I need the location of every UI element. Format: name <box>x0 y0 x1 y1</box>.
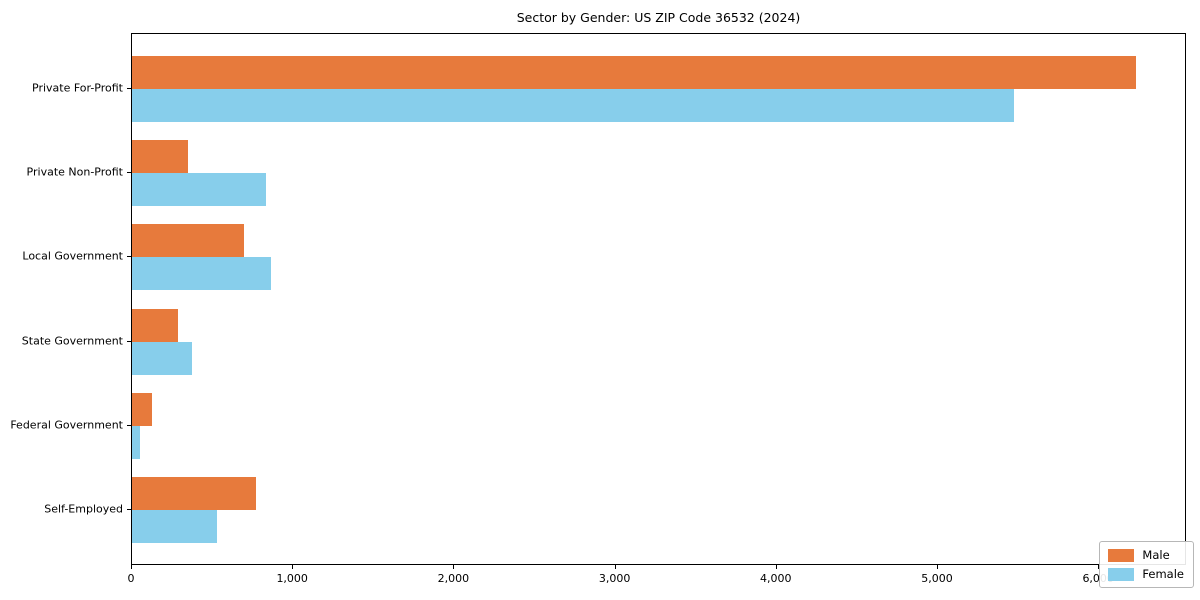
legend-label-female: Female <box>1142 567 1184 581</box>
y-tick-mark <box>127 88 131 89</box>
x-axis-label-2000: 2,000 <box>437 572 470 585</box>
bar-male-private-for-profit <box>132 56 1137 89</box>
y-axis-label-private-for-profit: Private For-Profit <box>32 81 123 95</box>
bar-male-self-employed <box>132 477 257 510</box>
bar-female-private-non-profit <box>132 173 266 207</box>
x-axis-label-1000: 1,000 <box>276 572 308 585</box>
y-tick-mark <box>127 172 131 174</box>
bar-male-state-government <box>132 308 178 342</box>
y-tick-mark <box>127 340 131 342</box>
x-axis-label-5000: 5,000 <box>921 572 953 585</box>
x-tick-mark <box>775 565 777 569</box>
x-axis-label-0: 0 <box>127 572 135 585</box>
legend-label-male: Male <box>1142 548 1170 562</box>
x-tick-mark <box>292 565 294 569</box>
x-tick-mark <box>453 565 455 569</box>
bar-male-federal-government <box>132 392 153 426</box>
x-tick-mark <box>1098 565 1100 569</box>
legend-swatch-female <box>1108 567 1135 581</box>
bar-female-self-employed <box>132 510 218 543</box>
chart-title: Sector by Gender: US ZIP Code 36532 (202… <box>516 10 801 25</box>
y-axis-label-state-government: State Government <box>21 334 123 348</box>
y-axis-label-local-government: Local Government <box>22 249 123 263</box>
bar-male-local-government <box>132 224 244 258</box>
bar-female-state-government <box>132 341 192 375</box>
bar-female-private-for-profit <box>132 89 1014 122</box>
y-axis-label-private-non-profit: Private Non-Profit <box>26 165 123 179</box>
x-axis-label-3000: 3,000 <box>598 572 631 585</box>
bar-female-local-government <box>132 257 272 291</box>
y-axis-label-federal-government: Federal Government <box>10 418 123 432</box>
y-tick-mark <box>127 256 131 258</box>
bar-male-private-non-profit <box>132 140 189 174</box>
y-axis-label-self-employed: Self-Employed <box>44 502 123 516</box>
x-tick-mark <box>131 565 132 569</box>
y-tick-mark <box>127 424 131 426</box>
legend-entry-female: Female <box>1108 567 1184 581</box>
y-tick-mark <box>127 509 131 510</box>
legend: Male Female <box>1099 541 1194 588</box>
legend-swatch-male <box>1108 548 1135 562</box>
x-axis-label-4000: 4,000 <box>760 572 792 585</box>
legend-entry-male: Male <box>1108 548 1184 562</box>
x-tick-mark <box>937 565 938 569</box>
bar-female-federal-government <box>132 425 140 459</box>
plot-area <box>131 33 1186 565</box>
x-tick-mark <box>614 565 616 569</box>
